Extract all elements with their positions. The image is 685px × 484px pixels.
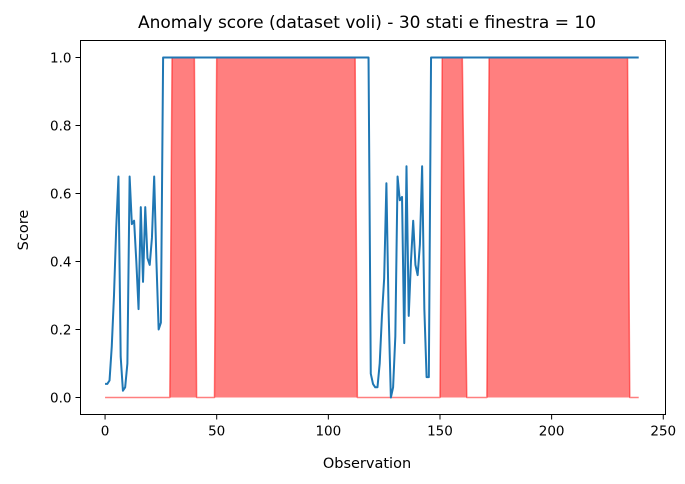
y-axis-label: Score: [16, 210, 32, 251]
x-tick-label: 200: [539, 424, 565, 440]
x-tick-label: 100: [315, 424, 341, 440]
y-tick-label: 0.0: [50, 391, 71, 407]
score-line: [105, 56, 639, 399]
y-tick-label: 1.0: [50, 51, 71, 67]
x-tick-label: 250: [650, 424, 676, 440]
x-tick-label: 50: [208, 424, 225, 440]
y-tick-label: 0.6: [50, 187, 71, 203]
y-tick-label: 0.2: [50, 323, 71, 339]
y-axis: 0.0 0.2 0.4 0.6 0.8 1.0: [50, 51, 81, 407]
y-tick-label: 0.8: [50, 119, 71, 135]
anomaly-region-fill: [105, 57, 639, 398]
x-tick-label: 150: [427, 424, 453, 440]
x-axis-label: Observation: [323, 456, 411, 472]
y-tick-label: 0.4: [50, 255, 71, 271]
plot-area: [105, 56, 639, 399]
x-tick-label: 0: [101, 424, 110, 440]
x-axis: 0 50 100 150 200 250: [101, 414, 676, 440]
axes-frame: [80, 40, 666, 415]
chart-title: Anomaly score (dataset voli) - 30 stati …: [138, 13, 596, 33]
